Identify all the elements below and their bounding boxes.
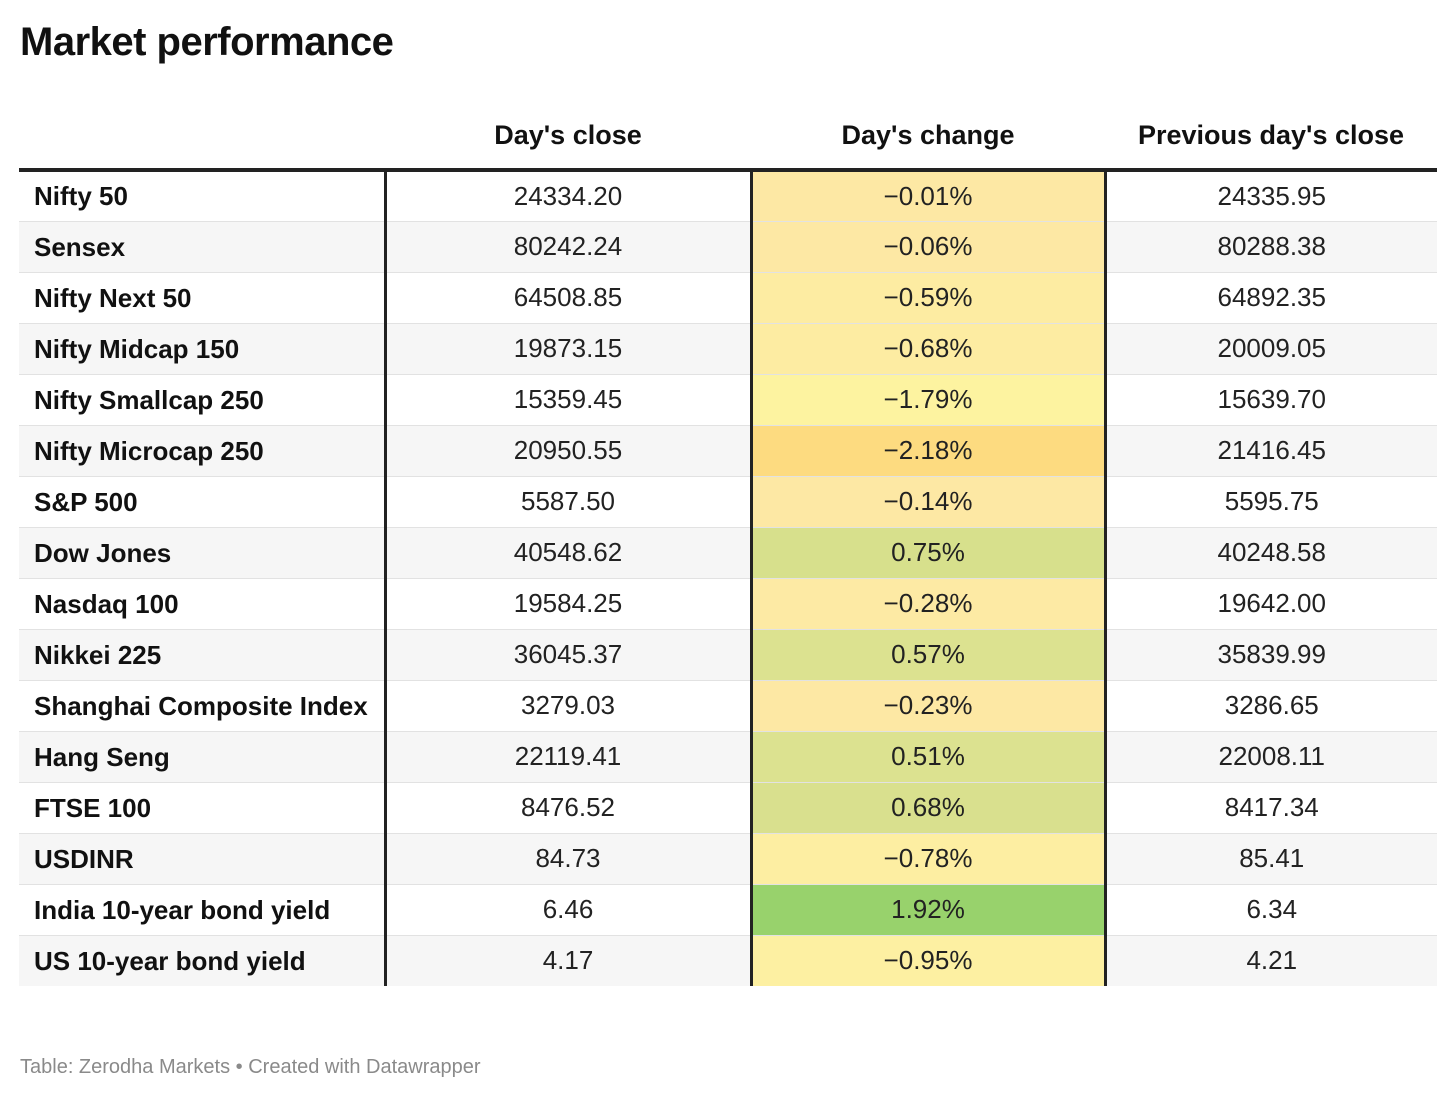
table-row: US 10-year bond yield 4.17 −0.95% 4.21 bbox=[19, 935, 1437, 986]
chart-title: Market performance bbox=[20, 20, 394, 64]
days-close-cell: 64508.85 bbox=[385, 272, 753, 324]
days-change-cell: −2.18% bbox=[751, 425, 1107, 477]
previous-close-cell: 22008.11 bbox=[1105, 731, 1437, 783]
days-close-cell: 4.17 bbox=[385, 935, 753, 986]
row-name-cell: FTSE 100 bbox=[19, 782, 387, 834]
days-change-cell: −0.95% bbox=[751, 935, 1107, 986]
days-change-cell: −0.68% bbox=[751, 323, 1107, 375]
row-name-cell: Shanghai Composite Index bbox=[19, 680, 387, 732]
table-row: Dow Jones 40548.62 0.75% 40248.58 bbox=[19, 527, 1437, 579]
previous-close-cell: 80288.38 bbox=[1105, 221, 1437, 273]
market-performance-table: Day's close Day's change Previous day's … bbox=[19, 103, 1437, 986]
previous-close-cell: 19642.00 bbox=[1105, 578, 1437, 630]
row-name-cell: Nifty Microcap 250 bbox=[19, 425, 387, 477]
table-row: Nifty Smallcap 250 15359.45 −1.79% 15639.70 bbox=[19, 374, 1437, 426]
days-close-cell: 84.73 bbox=[385, 833, 753, 885]
row-name-cell: Nasdaq 100 bbox=[19, 578, 387, 630]
days-close-cell: 6.46 bbox=[385, 884, 753, 936]
column-header-previous-close: Previous day's close bbox=[1105, 103, 1437, 172]
row-name-cell: S&P 500 bbox=[19, 476, 387, 528]
days-change-cell: −0.06% bbox=[751, 221, 1107, 273]
table-header-row: Day's close Day's change Previous day's … bbox=[19, 103, 1437, 172]
days-change-cell: −0.14% bbox=[751, 476, 1107, 528]
days-change-cell: −0.59% bbox=[751, 272, 1107, 324]
days-close-cell: 3279.03 bbox=[385, 680, 753, 732]
previous-close-cell: 40248.58 bbox=[1105, 527, 1437, 579]
days-close-cell: 40548.62 bbox=[385, 527, 753, 579]
previous-close-cell: 85.41 bbox=[1105, 833, 1437, 885]
days-close-cell: 19584.25 bbox=[385, 578, 753, 630]
table-row: Nasdaq 100 19584.25 −0.28% 19642.00 bbox=[19, 578, 1437, 630]
table-body: Nifty 50 24334.20 −0.01% 24335.95 Sensex 8024… bbox=[19, 170, 1437, 986]
row-name-cell: Nifty Next 50 bbox=[19, 272, 387, 324]
previous-close-cell: 21416.45 bbox=[1105, 425, 1437, 477]
row-name-cell: Nikkei 225 bbox=[19, 629, 387, 681]
row-name-cell: India 10-year bond yield bbox=[19, 884, 387, 936]
column-header-name bbox=[19, 103, 385, 172]
previous-close-cell: 5595.75 bbox=[1105, 476, 1437, 528]
previous-close-cell: 3286.65 bbox=[1105, 680, 1437, 732]
days-change-cell: −0.78% bbox=[751, 833, 1107, 885]
row-name-cell: Nifty Smallcap 250 bbox=[19, 374, 387, 426]
table-row: Nifty Microcap 250 20950.55 −2.18% 21416.45 bbox=[19, 425, 1437, 477]
table-row: Nifty Midcap 150 19873.15 −0.68% 20009.05 bbox=[19, 323, 1437, 375]
days-close-cell: 5587.50 bbox=[385, 476, 753, 528]
row-name-cell: Nifty 50 bbox=[19, 170, 387, 222]
table-row: S&P 500 5587.50 −0.14% 5595.75 bbox=[19, 476, 1437, 528]
previous-close-cell: 35839.99 bbox=[1105, 629, 1437, 681]
previous-close-cell: 20009.05 bbox=[1105, 323, 1437, 375]
source-footer: Table: Zerodha Markets • Created with Da… bbox=[20, 1056, 481, 1078]
table-row: Nikkei 225 36045.37 0.57% 35839.99 bbox=[19, 629, 1437, 681]
days-change-cell: 0.68% bbox=[751, 782, 1107, 834]
days-close-cell: 19873.15 bbox=[385, 323, 753, 375]
column-header-days-change: Day's change bbox=[751, 103, 1105, 172]
previous-close-cell: 15639.70 bbox=[1105, 374, 1437, 426]
previous-close-cell: 8417.34 bbox=[1105, 782, 1437, 834]
days-close-cell: 80242.24 bbox=[385, 221, 753, 273]
column-header-days-close: Day's close bbox=[385, 103, 751, 172]
row-name-cell: US 10-year bond yield bbox=[19, 935, 387, 986]
table-row: Sensex 80242.24 −0.06% 80288.38 bbox=[19, 221, 1437, 273]
previous-close-cell: 24335.95 bbox=[1105, 170, 1437, 222]
previous-close-cell: 6.34 bbox=[1105, 884, 1437, 936]
table-row: India 10-year bond yield 6.46 1.92% 6.34 bbox=[19, 884, 1437, 936]
table-row: Shanghai Composite Index 3279.03 −0.23% 328… bbox=[19, 680, 1437, 732]
days-change-cell: −0.28% bbox=[751, 578, 1107, 630]
previous-close-cell: 64892.35 bbox=[1105, 272, 1437, 324]
row-name-cell: Dow Jones bbox=[19, 527, 387, 579]
table-row: Nifty Next 50 64508.85 −0.59% 64892.35 bbox=[19, 272, 1437, 324]
table-row: FTSE 100 8476.52 0.68% 8417.34 bbox=[19, 782, 1437, 834]
days-change-cell: 1.92% bbox=[751, 884, 1107, 936]
days-close-cell: 15359.45 bbox=[385, 374, 753, 426]
row-name-cell: Sensex bbox=[19, 221, 387, 273]
row-name-cell: USDINR bbox=[19, 833, 387, 885]
row-name-cell: Nifty Midcap 150 bbox=[19, 323, 387, 375]
days-close-cell: 8476.52 bbox=[385, 782, 753, 834]
days-close-cell: 36045.37 bbox=[385, 629, 753, 681]
days-change-cell: 0.51% bbox=[751, 731, 1107, 783]
days-close-cell: 20950.55 bbox=[385, 425, 753, 477]
days-change-cell: −0.01% bbox=[751, 170, 1107, 222]
days-close-cell: 24334.20 bbox=[385, 170, 753, 222]
days-change-cell: −1.79% bbox=[751, 374, 1107, 426]
table-row: Nifty 50 24334.20 −0.01% 24335.95 bbox=[19, 170, 1437, 222]
days-change-cell: 0.57% bbox=[751, 629, 1107, 681]
days-change-cell: 0.75% bbox=[751, 527, 1107, 579]
table-row: USDINR 84.73 −0.78% 85.41 bbox=[19, 833, 1437, 885]
days-change-cell: −0.23% bbox=[751, 680, 1107, 732]
days-close-cell: 22119.41 bbox=[385, 731, 753, 783]
table-row: Hang Seng 22119.41 0.51% 22008.11 bbox=[19, 731, 1437, 783]
row-name-cell: Hang Seng bbox=[19, 731, 387, 783]
previous-close-cell: 4.21 bbox=[1105, 935, 1437, 986]
